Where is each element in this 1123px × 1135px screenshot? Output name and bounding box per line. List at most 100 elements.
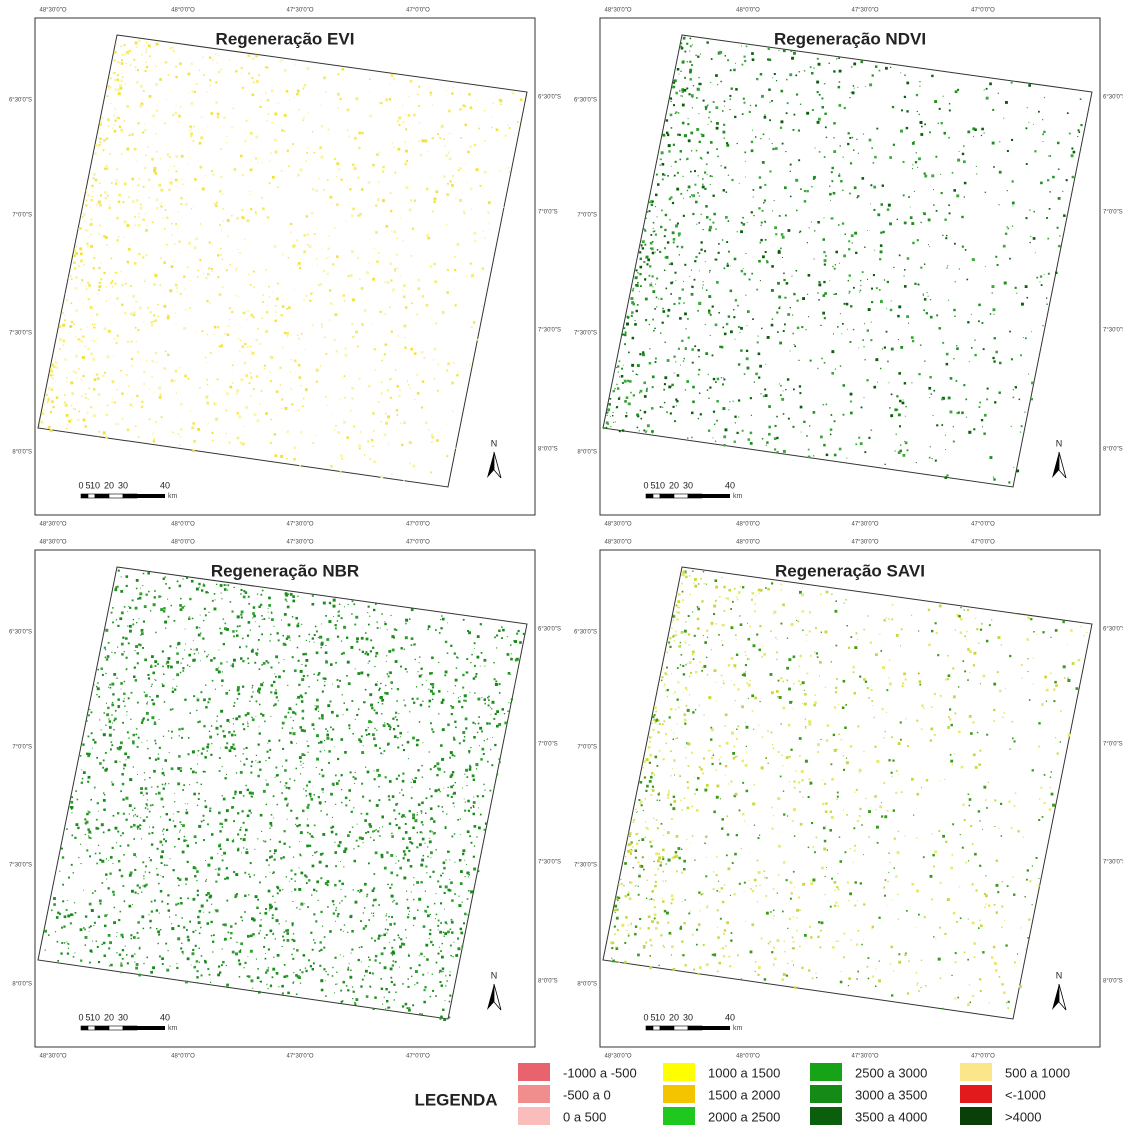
pixel [385, 281, 386, 282]
pixel [180, 293, 182, 295]
pixel [275, 655, 278, 658]
pixel [75, 276, 78, 279]
pixel [372, 445, 374, 447]
pixel [386, 915, 387, 916]
pixel [421, 802, 424, 805]
pixel [801, 432, 802, 433]
pixel [363, 842, 364, 843]
pixel [744, 60, 746, 62]
pixel [792, 315, 793, 316]
pixel [930, 316, 933, 319]
pixel [228, 325, 229, 326]
pixel [116, 342, 118, 344]
pixel [912, 168, 913, 169]
pixel [315, 435, 316, 436]
pixel [274, 692, 277, 695]
pixel [738, 416, 739, 417]
pixel [900, 72, 901, 73]
pixel [756, 289, 758, 291]
pixel [434, 198, 437, 201]
pixel [76, 378, 77, 379]
pixel [392, 795, 395, 798]
pixel [410, 80, 413, 83]
pixel [692, 194, 695, 197]
pixel [780, 248, 782, 250]
pixel [619, 397, 620, 398]
pixel [218, 650, 219, 651]
pixel [1063, 214, 1066, 217]
pixel [761, 95, 764, 98]
pixel [436, 893, 437, 894]
pixel [418, 671, 419, 672]
pixel [123, 700, 125, 702]
pixel [338, 780, 340, 782]
pixel [976, 166, 977, 167]
pixel [82, 744, 84, 746]
pixel [293, 347, 294, 348]
pixel [1007, 190, 1008, 191]
pixel [155, 66, 156, 67]
pixel [233, 705, 235, 707]
pixel [409, 441, 412, 444]
pixel [999, 392, 1001, 394]
pixel [108, 125, 110, 127]
pixel [144, 659, 147, 662]
pixel [274, 859, 276, 861]
pixel [238, 296, 239, 297]
pixel [681, 340, 683, 342]
pixel [740, 349, 742, 351]
scene-outline [603, 35, 1092, 487]
pixel [80, 260, 83, 263]
pixel [729, 95, 731, 97]
pixel [758, 353, 761, 356]
pixel [97, 435, 98, 436]
pixel [135, 66, 137, 68]
pixel [201, 821, 203, 823]
pixel [286, 332, 289, 335]
pixel [291, 335, 292, 336]
scale-segment [109, 494, 123, 498]
pixel [180, 767, 182, 769]
pixel [273, 795, 275, 797]
pixel [75, 336, 77, 338]
pixel [247, 723, 248, 724]
pixel [300, 903, 303, 906]
pixel [152, 804, 154, 806]
pixel [108, 947, 110, 949]
pixel [781, 90, 784, 93]
pixel [162, 830, 163, 831]
pixel [129, 625, 132, 628]
pixel [145, 871, 146, 872]
pixel [653, 330, 655, 332]
pixel [296, 704, 298, 706]
pixel [864, 247, 866, 249]
pixel [125, 54, 126, 55]
pixel [460, 834, 461, 835]
pixel [864, 346, 865, 347]
pixel [147, 809, 148, 810]
pixel [410, 967, 412, 969]
pixel [804, 200, 807, 203]
pixel [146, 957, 148, 959]
pixel [670, 263, 673, 266]
pixel [126, 148, 129, 151]
pixel [405, 1003, 408, 1006]
pixel [152, 360, 154, 362]
pixel [464, 810, 466, 812]
pixel [166, 865, 167, 866]
pixel [817, 368, 818, 369]
pixel [130, 285, 132, 287]
pixel [992, 293, 993, 294]
pixel [772, 210, 773, 211]
pixel [367, 831, 369, 833]
pixel [675, 399, 677, 401]
pixel [619, 430, 621, 432]
pixel [843, 157, 844, 158]
pixel [899, 255, 901, 257]
pixel [372, 412, 374, 414]
pixel [1059, 235, 1060, 236]
pixel [727, 263, 729, 265]
pixel [154, 126, 155, 127]
pixel [423, 1001, 426, 1004]
pixel [664, 174, 666, 176]
